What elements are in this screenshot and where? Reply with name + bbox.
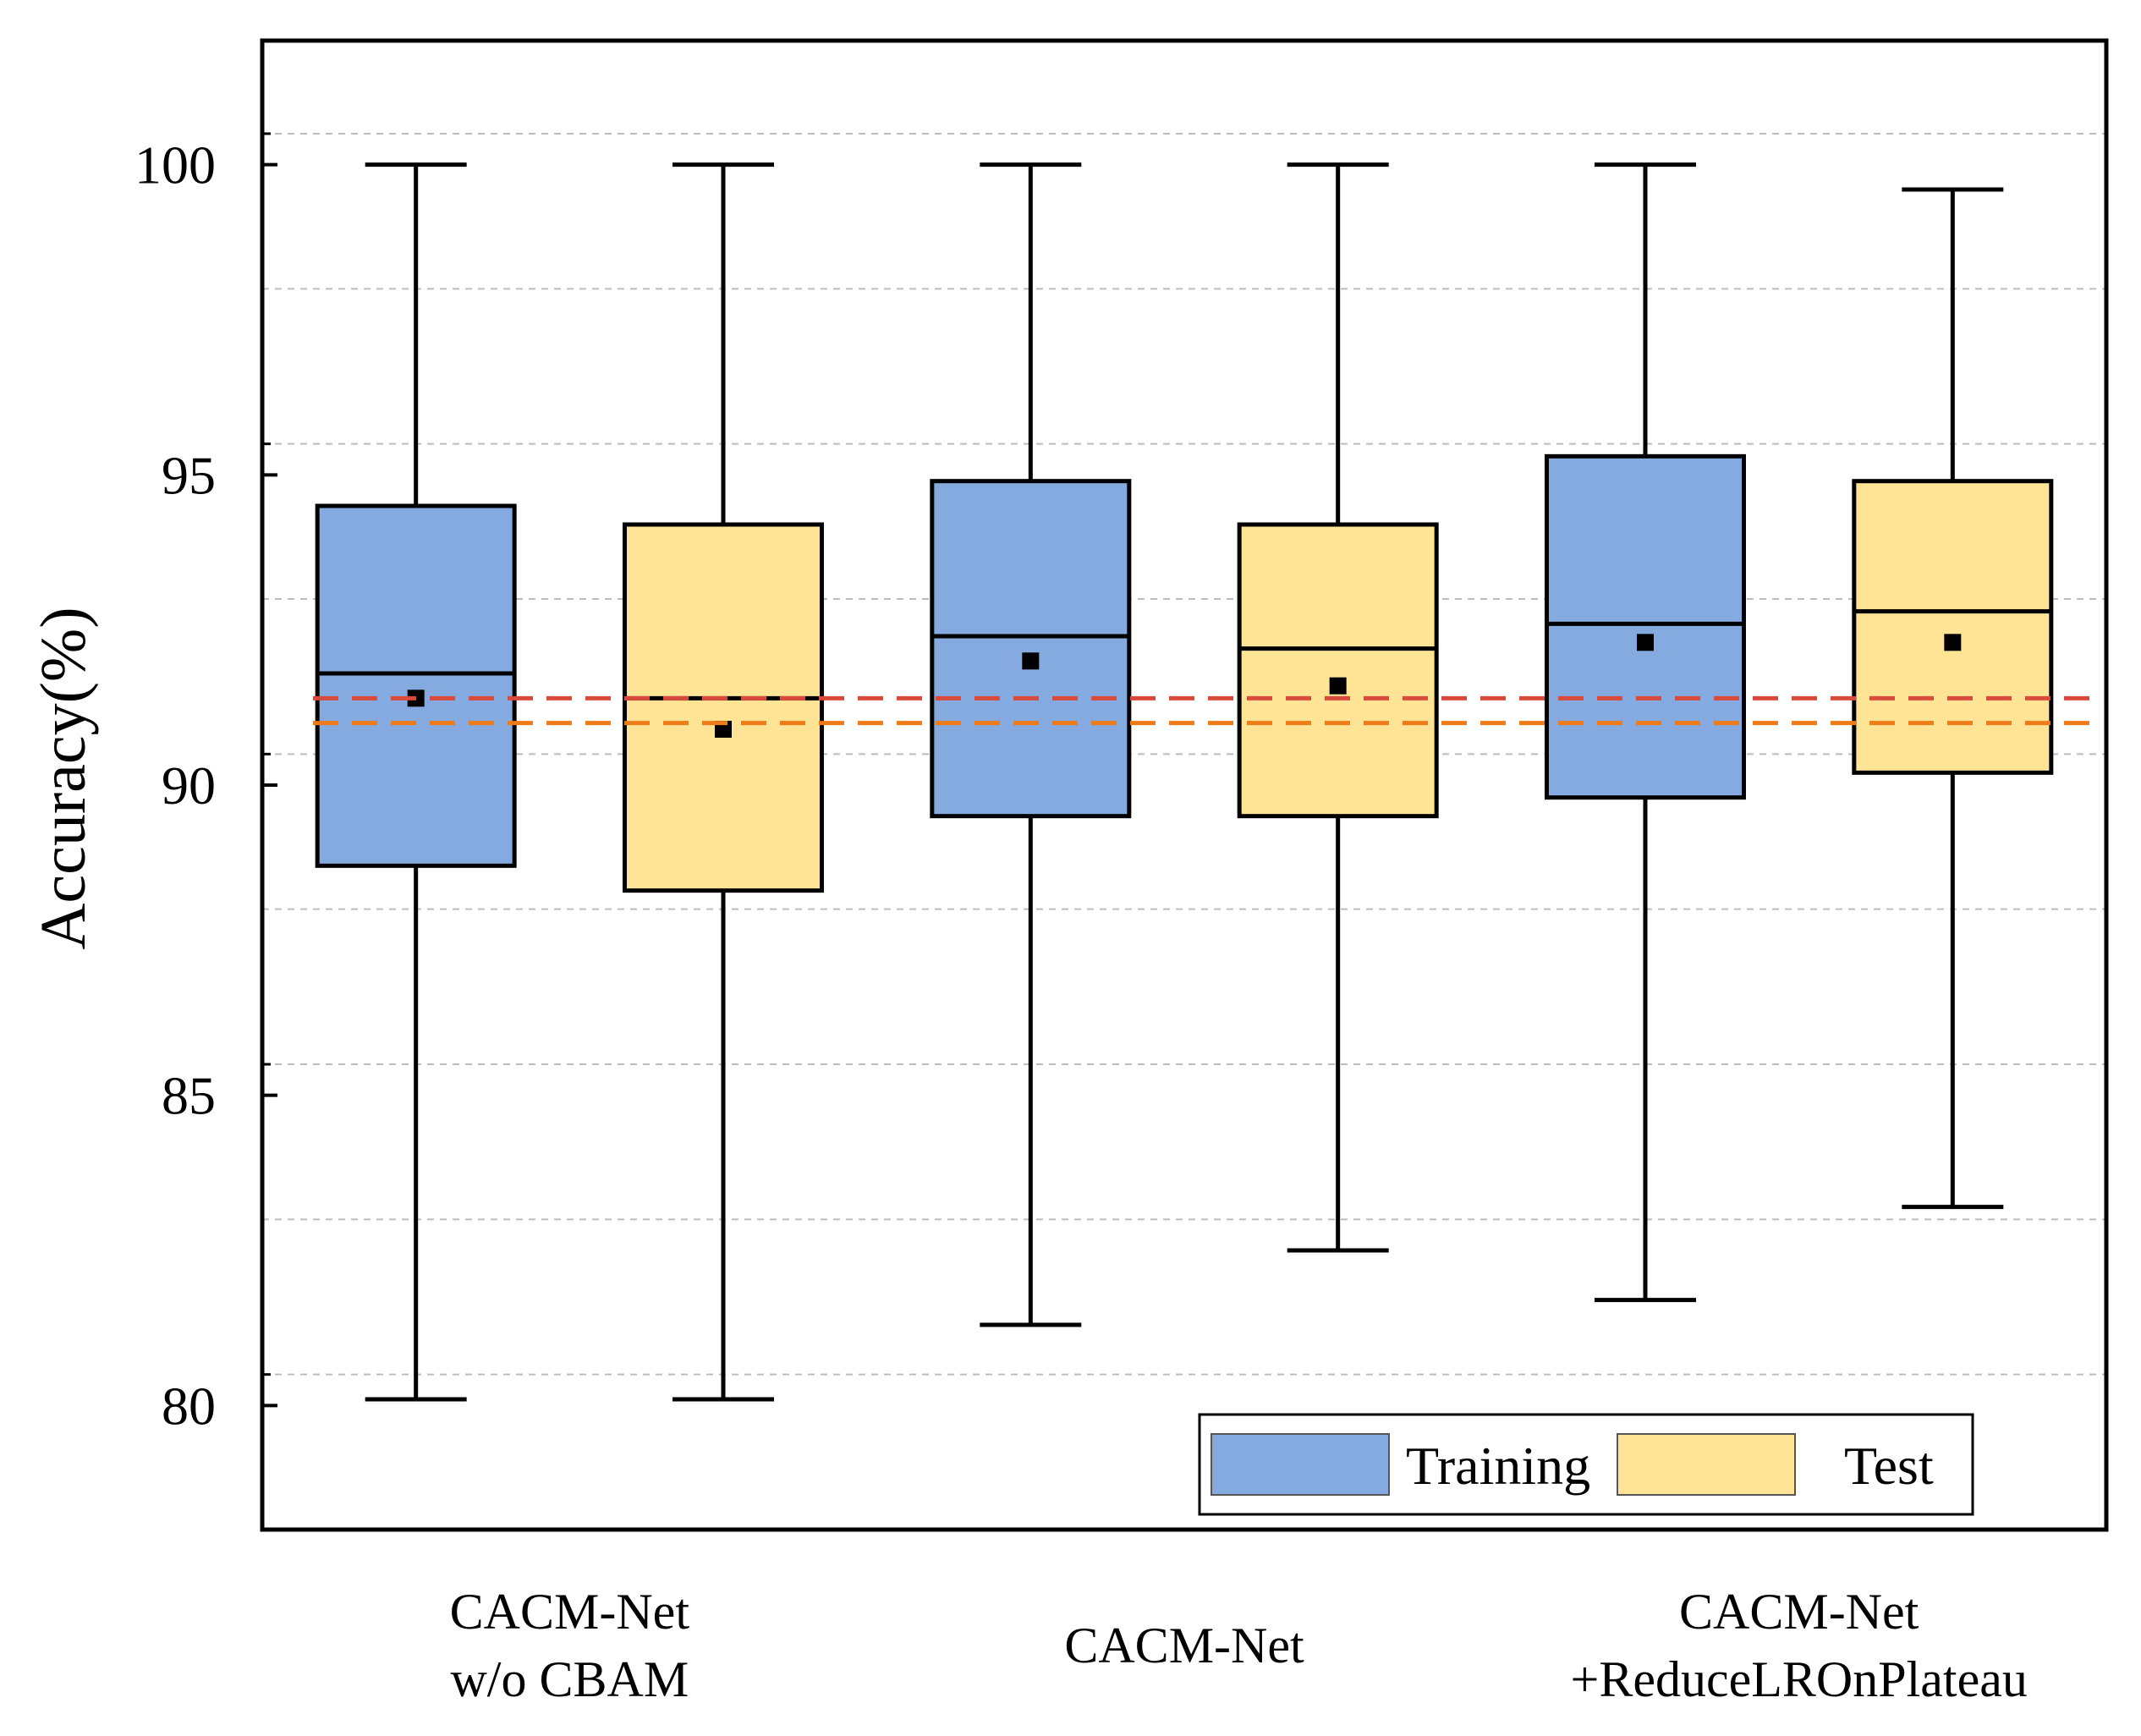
mean-marker	[1944, 634, 1962, 651]
iqr-box	[930, 479, 1132, 819]
plot-frame	[260, 38, 2109, 1532]
y-axis-label: Accuracy(%)	[28, 607, 99, 949]
legend-swatch	[1617, 1433, 1796, 1496]
y-tick-label: 85	[162, 1066, 216, 1126]
category-label: CACM-Net	[1064, 1618, 1304, 1673]
category-label: CACM-Net	[450, 1584, 690, 1640]
y-tick-label: 80	[162, 1376, 216, 1436]
y-tick-label: 100	[134, 135, 216, 195]
mean-marker	[1329, 677, 1347, 695]
legend-label: Test	[1844, 1436, 1934, 1496]
mean-marker	[1637, 634, 1654, 651]
iqr-box	[315, 503, 517, 868]
y-tick-label: 90	[162, 755, 216, 816]
iqr-box	[1237, 522, 1439, 819]
mean-marker	[1022, 652, 1040, 670]
legend-label: Training	[1406, 1436, 1590, 1496]
category-label: w/o CBAM	[450, 1651, 689, 1707]
legend-swatch	[1210, 1433, 1390, 1496]
category-label: CACM-Net	[1679, 1584, 1919, 1640]
y-tick-label: 95	[162, 445, 216, 505]
iqr-box	[623, 522, 824, 893]
category-label: +ReduceLROnPlateau	[1570, 1651, 2027, 1707]
iqr-box	[1852, 479, 2054, 775]
iqr-box	[1545, 453, 1746, 800]
